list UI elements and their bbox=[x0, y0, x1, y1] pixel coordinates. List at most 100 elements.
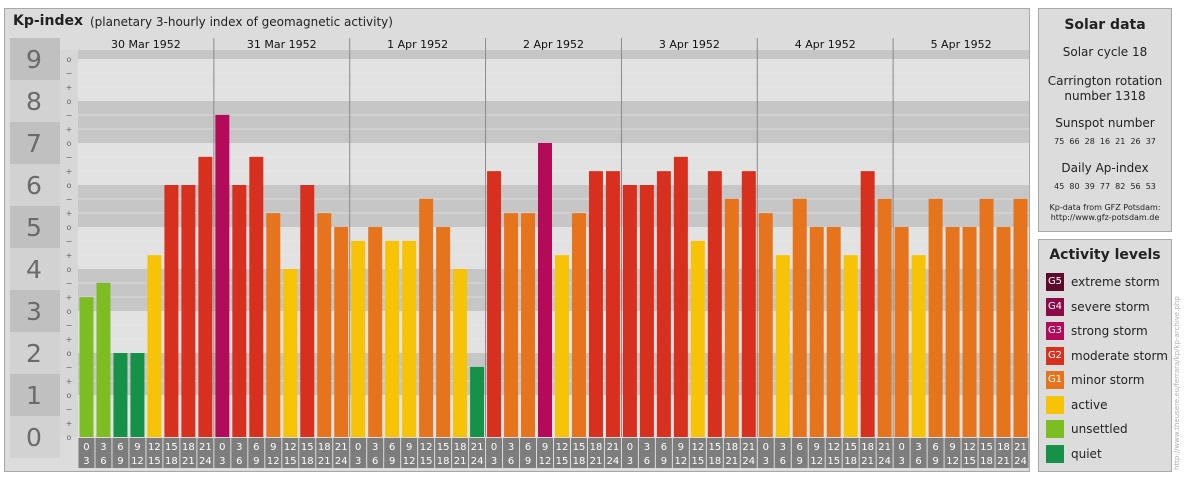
interval-end-label: 15 bbox=[556, 456, 569, 467]
kp-bar bbox=[945, 227, 960, 437]
interval-cell bbox=[248, 438, 265, 468]
day-label: 5 Apr 1952 bbox=[931, 38, 992, 51]
interval-start-label: 18 bbox=[454, 442, 467, 453]
kp-bar bbox=[317, 213, 332, 437]
kp-bar bbox=[504, 213, 519, 437]
interval-start-label: 18 bbox=[861, 442, 874, 453]
interval-cell bbox=[570, 438, 587, 468]
activity-level-swatch: G1 bbox=[1046, 371, 1064, 389]
minor-tick-plus: + bbox=[66, 251, 73, 260]
interval-end-label: 6 bbox=[915, 456, 921, 467]
day-label: 2 Apr 1952 bbox=[523, 38, 584, 51]
kp-bar bbox=[334, 227, 349, 437]
interval-end-label: 21 bbox=[725, 456, 738, 467]
y-tick-label: 9 bbox=[26, 45, 42, 74]
interval-start-label: 15 bbox=[165, 442, 178, 453]
kp-bar bbox=[860, 171, 875, 437]
kp-bar bbox=[877, 198, 892, 437]
kp-bar bbox=[487, 171, 502, 437]
interval-end-label: 18 bbox=[708, 456, 721, 467]
interval-start-label: 9 bbox=[406, 442, 412, 453]
interval-cell bbox=[910, 438, 927, 468]
activity-level-label: extreme storm bbox=[1071, 275, 1160, 289]
interval-cell bbox=[333, 438, 350, 468]
interval-end-label: 24 bbox=[335, 456, 348, 467]
kp-bar bbox=[690, 240, 705, 437]
kp-bar bbox=[843, 255, 858, 437]
interval-start-label: 0 bbox=[491, 442, 497, 453]
y-tick-cell bbox=[10, 290, 60, 332]
activity-level-swatch: G4 bbox=[1046, 297, 1064, 316]
kp-bar bbox=[979, 198, 994, 437]
interval-start-label: 9 bbox=[542, 442, 548, 453]
interval-start-label: 21 bbox=[471, 442, 484, 453]
day-label: 31 Mar 1952 bbox=[247, 38, 317, 51]
kp-bar bbox=[198, 156, 213, 438]
interval-start-label: 15 bbox=[980, 442, 993, 453]
interval-cell bbox=[604, 438, 621, 468]
interval-cell bbox=[435, 438, 452, 468]
y-tick-label: 7 bbox=[26, 129, 42, 158]
interval-end-label: 6 bbox=[508, 456, 514, 467]
interval-start-label: 15 bbox=[573, 442, 586, 453]
chart-subtitle: (planetary 3-hourly index of geomagnetic… bbox=[90, 15, 393, 29]
interval-cell bbox=[621, 438, 638, 468]
interval-end-label: 12 bbox=[267, 456, 280, 467]
y-tick-cell bbox=[10, 80, 60, 122]
minor-tick-minus: − bbox=[66, 69, 73, 78]
minor-tick-plus: + bbox=[66, 125, 73, 134]
interval-cell bbox=[503, 438, 520, 468]
kp-bar bbox=[962, 227, 977, 437]
interval-cell bbox=[893, 438, 910, 468]
kp-bar bbox=[724, 198, 739, 437]
watermark-url: http://www.theusere.eu/ferrara/kp/kp-arc… bbox=[1173, 296, 1181, 470]
solar-cycle: Solar cycle 18 bbox=[1062, 45, 1148, 59]
interval-cell bbox=[1012, 438, 1029, 468]
interval-cell bbox=[808, 438, 825, 468]
ap-index-values: 45 80 39 77 82 56 53 bbox=[1054, 182, 1156, 191]
kp-bar bbox=[673, 156, 688, 438]
interval-end-label: 24 bbox=[607, 456, 620, 467]
interval-end-label: 9 bbox=[389, 456, 395, 467]
y-tick-label: 2 bbox=[26, 339, 42, 368]
activity-level-label: minor storm bbox=[1071, 373, 1145, 387]
kp-bar bbox=[521, 213, 536, 437]
interval-end-label: 15 bbox=[963, 456, 976, 467]
interval-cell bbox=[129, 438, 146, 468]
kp-bar bbox=[1013, 198, 1028, 437]
kp-bar bbox=[181, 185, 196, 437]
interval-cell bbox=[384, 438, 401, 468]
activity-level-label: strong storm bbox=[1071, 324, 1148, 338]
minor-tick-o: o bbox=[67, 97, 72, 106]
minor-tick-o: o bbox=[67, 307, 72, 316]
kp-bar bbox=[639, 185, 654, 437]
kp-bar bbox=[911, 255, 926, 437]
interval-end-label: 15 bbox=[827, 456, 840, 467]
minor-tick-plus: + bbox=[66, 209, 73, 218]
interval-end-label: 9 bbox=[932, 456, 938, 467]
kp-bar bbox=[300, 185, 315, 437]
interval-end-label: 15 bbox=[420, 456, 433, 467]
interval-cell bbox=[791, 438, 808, 468]
interval-end-label: 12 bbox=[131, 456, 144, 467]
interval-end-label: 12 bbox=[810, 456, 823, 467]
interval-start-label: 0 bbox=[898, 442, 904, 453]
interval-cell bbox=[112, 438, 129, 468]
interval-cell bbox=[978, 438, 995, 468]
kp-bar bbox=[215, 114, 230, 438]
interval-end-label: 12 bbox=[403, 456, 416, 467]
interval-start-label: 21 bbox=[335, 442, 348, 453]
kp-bar bbox=[656, 171, 671, 437]
minor-tick-minus: − bbox=[66, 237, 73, 246]
y-tick-cell bbox=[10, 332, 60, 374]
interval-cell bbox=[706, 438, 723, 468]
interval-start-label: 21 bbox=[199, 442, 212, 453]
interval-cell bbox=[638, 438, 655, 468]
interval-start-label: 12 bbox=[148, 442, 161, 453]
interval-cell bbox=[723, 438, 740, 468]
kp-bar bbox=[605, 171, 620, 437]
interval-start-label: 9 bbox=[678, 442, 684, 453]
interval-start-label: 9 bbox=[814, 442, 820, 453]
interval-start-label: 0 bbox=[355, 442, 361, 453]
